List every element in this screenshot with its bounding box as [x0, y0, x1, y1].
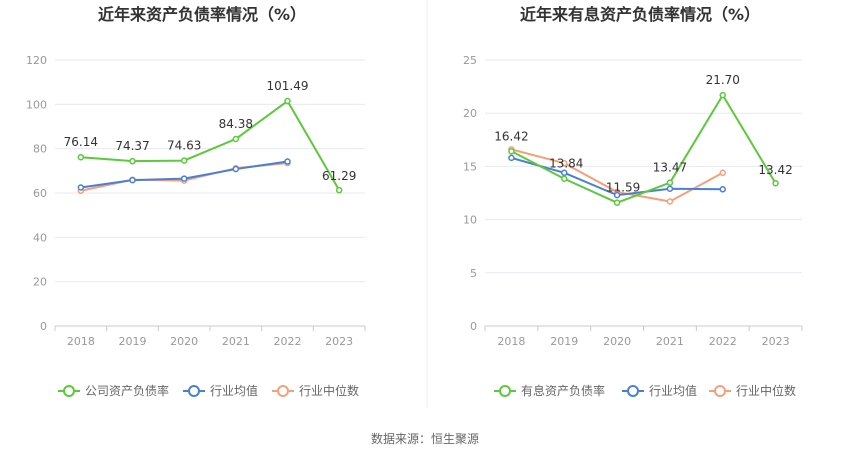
y-tick-label: 0 — [40, 320, 47, 333]
x-tick-label: 2019 — [550, 335, 578, 348]
data-point — [772, 179, 779, 187]
x-tick-label: 2023 — [325, 335, 353, 348]
x-tick-label: 2021 — [656, 335, 684, 348]
data-point — [666, 179, 674, 186]
grid-lines — [55, 59, 365, 327]
data-point — [129, 176, 136, 184]
data-point — [613, 191, 621, 199]
chart-title: 近年来资产负债率情况（%） — [98, 5, 306, 24]
legend-item-label: 行业中位数 — [299, 383, 359, 398]
data-point — [77, 153, 85, 161]
x-axis-ticks: 2018 2019 2020 2021 2022 2023 — [54, 326, 366, 348]
data-labels: 16.42 13.84 11.59 13.47 21.70 13.42 — [494, 73, 793, 195]
data-point — [719, 186, 726, 193]
x-tick-label: 2018 — [67, 335, 95, 348]
data-label: 76.14 — [64, 135, 98, 149]
data-label: 13.84 — [549, 157, 583, 171]
legend-swatch-marker — [63, 385, 75, 397]
x-tick-label: 2022 — [709, 335, 737, 348]
legend: 有息资产负债率 行业均值 行业中位数 — [494, 383, 796, 398]
x-axis-ticks: 2018 2019 2020 2021 2022 2023 — [484, 326, 803, 348]
y-tick-label: 60 — [33, 187, 47, 200]
source-label: 数据来源：恒生聚源 — [371, 431, 479, 446]
x-tick-label: 2018 — [497, 335, 525, 348]
data-label: 61.29 — [322, 169, 356, 183]
data-label: 21.70 — [706, 73, 740, 87]
legend-item-label: 公司资产负债率 — [85, 383, 169, 398]
x-tick-label: 2023 — [762, 335, 790, 348]
data-point — [508, 154, 515, 162]
y-tick-label: 40 — [33, 231, 47, 244]
x-tick-label: 2019 — [119, 335, 147, 348]
data-point — [613, 199, 621, 206]
y-tick-label: 0 — [470, 320, 477, 333]
legend-item-label: 有息资产负债率 — [521, 383, 605, 398]
data-point — [335, 186, 343, 194]
data-point — [719, 91, 726, 99]
series-line-0 — [80, 100, 341, 191]
series-lines — [508, 91, 779, 206]
y-tick-label: 10 — [463, 214, 477, 227]
x-tick-label: 2020 — [170, 335, 198, 348]
data-point — [284, 158, 291, 165]
x-tick-label: 2020 — [603, 335, 631, 348]
data-point — [284, 97, 291, 105]
legend-swatch-marker — [277, 385, 289, 397]
data-labels: 76.14 74.37 74.63 84.38 101.49 61.29 — [64, 79, 357, 183]
legend-item-label: 行业均值 — [210, 383, 258, 398]
y-tick-label: 15 — [463, 160, 477, 173]
data-point — [666, 198, 674, 205]
data-point — [232, 135, 240, 143]
chart-title: 近年来有息资产负债率情况（%） — [520, 5, 760, 24]
y-tick-label: 20 — [33, 276, 47, 289]
data-point — [232, 165, 240, 173]
series-line-0 — [510, 94, 777, 204]
legend-swatch-marker — [188, 385, 200, 397]
y-tick-label: 25 — [463, 54, 477, 67]
legend-swatch-marker — [714, 385, 726, 397]
data-point — [666, 185, 674, 192]
data-label: 16.42 — [494, 129, 528, 143]
data-label: 13.42 — [758, 163, 792, 177]
y-tick-label: 100 — [26, 98, 47, 111]
data-label: 13.47 — [653, 161, 687, 175]
legend-item-label: 行业均值 — [649, 383, 697, 398]
data-label: 84.38 — [219, 117, 253, 131]
data-point — [561, 169, 568, 177]
data-label: 101.49 — [267, 79, 309, 93]
legend-item-label: 行业中位数 — [736, 383, 796, 398]
y-tick-label: 80 — [33, 143, 47, 156]
data-point — [561, 159, 568, 167]
data-point — [180, 175, 188, 182]
legend-swatch-marker — [499, 385, 511, 397]
series-lines — [77, 97, 343, 195]
y-axis-ticks: 0 20 40 60 80 100 120 — [26, 54, 47, 333]
x-tick-label: 2021 — [222, 335, 250, 348]
data-point — [77, 184, 85, 191]
data-label: 74.37 — [115, 139, 149, 153]
y-tick-label: 5 — [470, 267, 477, 280]
data-point — [719, 169, 726, 177]
y-tick-label: 120 — [26, 54, 47, 67]
data-point — [180, 157, 188, 164]
y-tick-label: 20 — [463, 107, 477, 120]
data-point — [508, 148, 515, 155]
legend: 公司资产负债率 行业均值 行业中位数 — [58, 383, 359, 398]
y-axis-ticks: 0 5 10 15 20 25 — [463, 54, 477, 333]
data-point — [561, 175, 568, 182]
legend-swatch-marker — [627, 385, 639, 397]
data-label: 11.59 — [606, 181, 640, 195]
data-point — [129, 157, 136, 165]
x-tick-label: 2022 — [274, 335, 302, 348]
data-label: 74.63 — [167, 139, 201, 153]
